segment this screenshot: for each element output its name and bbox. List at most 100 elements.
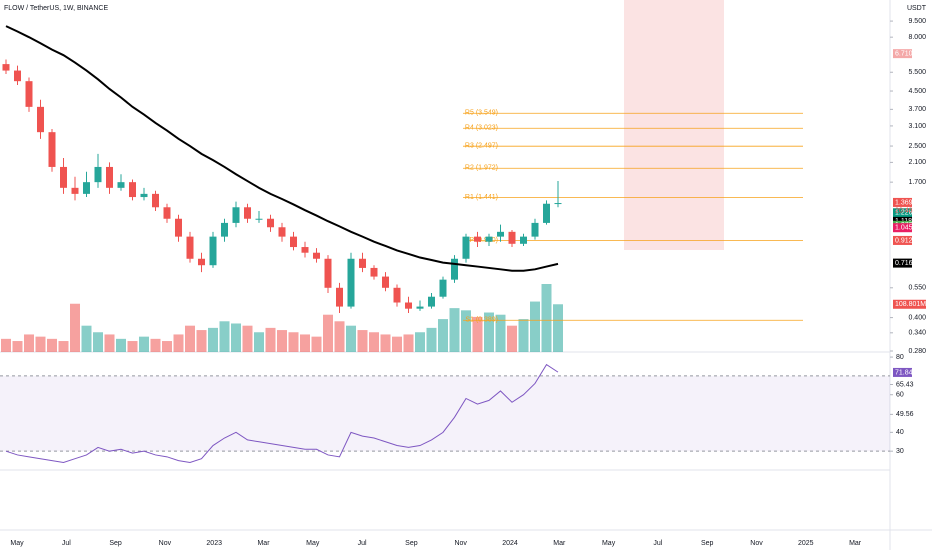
pivot-label: R5 (3.549) bbox=[465, 110, 498, 117]
volume-bar bbox=[12, 341, 23, 352]
volume-bar bbox=[438, 319, 448, 352]
candle-body bbox=[416, 306, 424, 309]
price-tag bbox=[893, 49, 912, 59]
candle-body bbox=[198, 258, 205, 266]
candle-body bbox=[508, 231, 516, 244]
volume-bar bbox=[127, 341, 138, 352]
volume-bar bbox=[403, 334, 414, 352]
volume-bar bbox=[369, 332, 379, 352]
candle-body bbox=[370, 267, 378, 277]
volume-bar bbox=[288, 332, 299, 352]
pivot-label: S1 (0.389) bbox=[465, 317, 498, 324]
volume-bar bbox=[35, 336, 46, 352]
y-tick-label: 8.000 bbox=[908, 34, 926, 41]
x-tick-label: 2025 bbox=[798, 540, 814, 547]
candle-body bbox=[428, 296, 435, 307]
x-tick-label: Sep bbox=[701, 540, 714, 547]
candle-body bbox=[324, 258, 332, 288]
rsi-tick-label: 49.56 bbox=[896, 411, 914, 418]
y-tick-label: 0.400 bbox=[908, 314, 926, 321]
volume-tag bbox=[893, 299, 926, 309]
candle-body bbox=[554, 203, 562, 205]
y-tick-label: 1.700 bbox=[908, 179, 926, 186]
x-tick-label: Nov bbox=[750, 540, 763, 547]
candle-body bbox=[140, 193, 148, 198]
volume-bar bbox=[357, 330, 368, 352]
volume-bar bbox=[139, 336, 149, 352]
y-tick-label: 4.500 bbox=[908, 88, 926, 95]
candle-body bbox=[301, 247, 309, 253]
volume-bar bbox=[185, 325, 195, 352]
rsi-tick-label: 60 bbox=[896, 392, 904, 399]
cloud bbox=[624, 0, 724, 250]
rsi-tag bbox=[893, 367, 912, 377]
candle-body bbox=[129, 182, 136, 198]
volume-bar bbox=[472, 316, 483, 352]
rsi-tick-label: 30 bbox=[896, 448, 904, 455]
candle-body bbox=[60, 166, 67, 188]
volume-bar bbox=[300, 334, 310, 352]
x-tick-label: Mar bbox=[257, 540, 270, 547]
candle-body bbox=[462, 236, 470, 259]
volume-bar bbox=[58, 341, 69, 352]
y-tick-label: 0.550 bbox=[908, 285, 926, 292]
y-tick-label: 3.700 bbox=[908, 106, 926, 113]
volume-bar bbox=[553, 304, 563, 352]
volume-bar bbox=[47, 338, 57, 352]
x-tick-label: Sep bbox=[109, 540, 122, 547]
rsi-tick-label: 40 bbox=[896, 429, 904, 436]
price-tag-label: 1.369 bbox=[895, 199, 913, 206]
price-tag bbox=[893, 197, 912, 207]
candle-body bbox=[290, 236, 297, 248]
candle-body bbox=[474, 236, 481, 242]
candle-body bbox=[163, 207, 171, 219]
candle-body bbox=[117, 182, 125, 188]
volume-bar bbox=[116, 338, 126, 352]
x-tick-label: May bbox=[10, 540, 24, 547]
y-tick-label: 3.100 bbox=[908, 123, 926, 130]
volume-bar bbox=[334, 321, 345, 352]
volume-bar bbox=[81, 325, 92, 352]
pivot-label: R2 (1.972) bbox=[465, 165, 498, 172]
volume-bar bbox=[277, 330, 287, 352]
pivot-label: P (0.910) bbox=[469, 237, 498, 244]
candle-body bbox=[531, 222, 539, 237]
candle-body bbox=[451, 258, 458, 280]
volume-bar bbox=[162, 341, 172, 352]
volume-bar bbox=[311, 336, 322, 352]
x-tick-label: Mar bbox=[553, 540, 566, 547]
volume-bar bbox=[208, 327, 218, 352]
y-tick-label: 5.500 bbox=[908, 69, 926, 76]
candle-body bbox=[267, 218, 274, 228]
candle-body bbox=[25, 81, 33, 107]
volume-tag-label: 108.801M bbox=[895, 301, 926, 308]
volume-bar bbox=[70, 303, 80, 352]
candle-body bbox=[485, 236, 493, 242]
y-tick-label: 9.500 bbox=[908, 18, 926, 25]
x-tick-label: Nov bbox=[454, 540, 467, 547]
candle-body bbox=[439, 279, 447, 297]
x-tick-label: 2023 bbox=[206, 540, 222, 547]
countdown: 20:48 bbox=[895, 207, 913, 214]
volume-bar bbox=[242, 325, 253, 352]
candle-body bbox=[186, 236, 194, 259]
candle-body bbox=[497, 231, 504, 237]
volume-bar bbox=[484, 312, 494, 352]
candle-body bbox=[405, 302, 412, 309]
candle-body bbox=[152, 193, 159, 208]
y-tick-label: 2.100 bbox=[908, 159, 926, 166]
candle-body bbox=[520, 236, 527, 244]
rsi-tick-label: 80 bbox=[896, 354, 904, 361]
candle-body bbox=[209, 236, 217, 266]
candle-body bbox=[83, 182, 90, 194]
volume-bar bbox=[104, 334, 115, 352]
y-tick-label: 0.280 bbox=[908, 348, 926, 355]
volume-bar bbox=[265, 327, 276, 352]
volume-bar bbox=[541, 284, 552, 352]
candle-body bbox=[347, 258, 355, 307]
pivot-label: R4 (3.023) bbox=[465, 125, 498, 132]
x-tick-label: Nov bbox=[159, 540, 172, 547]
price-tag-label: 0.716 bbox=[895, 260, 913, 267]
price-tag bbox=[893, 258, 912, 268]
price-tag bbox=[893, 223, 912, 233]
